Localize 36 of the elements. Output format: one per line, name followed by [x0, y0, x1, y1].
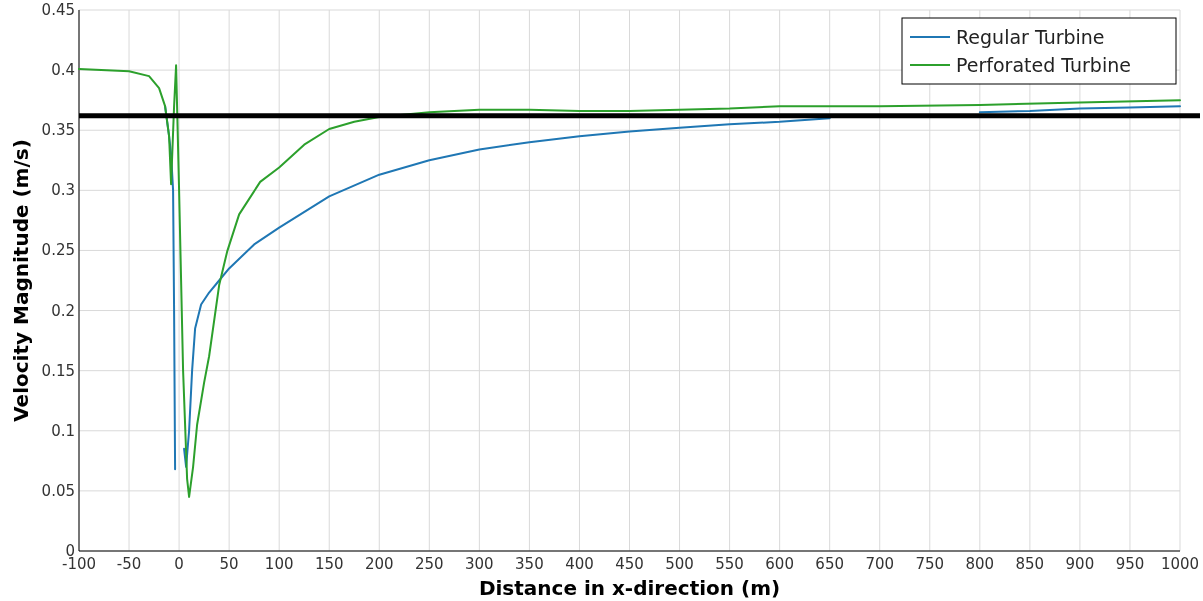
y-tick-label: 0.05: [41, 481, 75, 500]
x-tick-label: 800: [965, 555, 995, 573]
legend-label: Perforated Turbine: [956, 54, 1131, 76]
x-tick-label: 900: [1065, 555, 1095, 573]
x-tick-label: 950: [1115, 555, 1145, 573]
x-tick-label: 50: [219, 555, 239, 573]
x-tick-label: 650: [815, 555, 844, 573]
x-tick-label: 200: [364, 555, 394, 573]
x-tick-label: 300: [465, 555, 494, 573]
y-tick-label: 0.25: [41, 241, 75, 260]
x-axis-title: Distance in x-direction (m): [478, 576, 781, 600]
x-tick-label: 1000: [1160, 555, 1200, 573]
x-tick-label: 850: [1015, 555, 1045, 573]
x-tick-label: 250: [415, 555, 444, 573]
y-tick-label: 0.1: [51, 421, 75, 440]
x-tick-label: 150: [314, 555, 344, 573]
x-tick-label: 750: [915, 555, 945, 573]
x-tick-label: 350: [515, 555, 544, 573]
y-tick-label: 0.35: [41, 121, 75, 140]
x-tick-label: 100: [264, 555, 294, 573]
legend-label: Regular Turbine: [956, 26, 1105, 48]
x-tick-label: 600: [765, 555, 794, 573]
x-tick-label: 700: [865, 555, 895, 573]
y-axis-title: Velocity Magnitude (m/s): [9, 139, 33, 422]
x-tick-label: -100: [61, 555, 97, 573]
x-tick-label: 500: [665, 555, 694, 573]
x-tick-label: -50: [116, 555, 142, 573]
y-tick-label: 0.45: [41, 1, 75, 19]
x-tick-label: 450: [615, 555, 644, 573]
y-tick-label: 0.15: [41, 361, 75, 380]
y-tick-label: 0.4: [51, 61, 75, 80]
y-tick-label: 0.2: [51, 301, 75, 320]
x-tick-label: 550: [715, 555, 744, 573]
x-tick-label: 400: [565, 555, 594, 573]
y-tick-label: 0.3: [51, 181, 75, 200]
x-tick-label: 0: [174, 555, 184, 573]
